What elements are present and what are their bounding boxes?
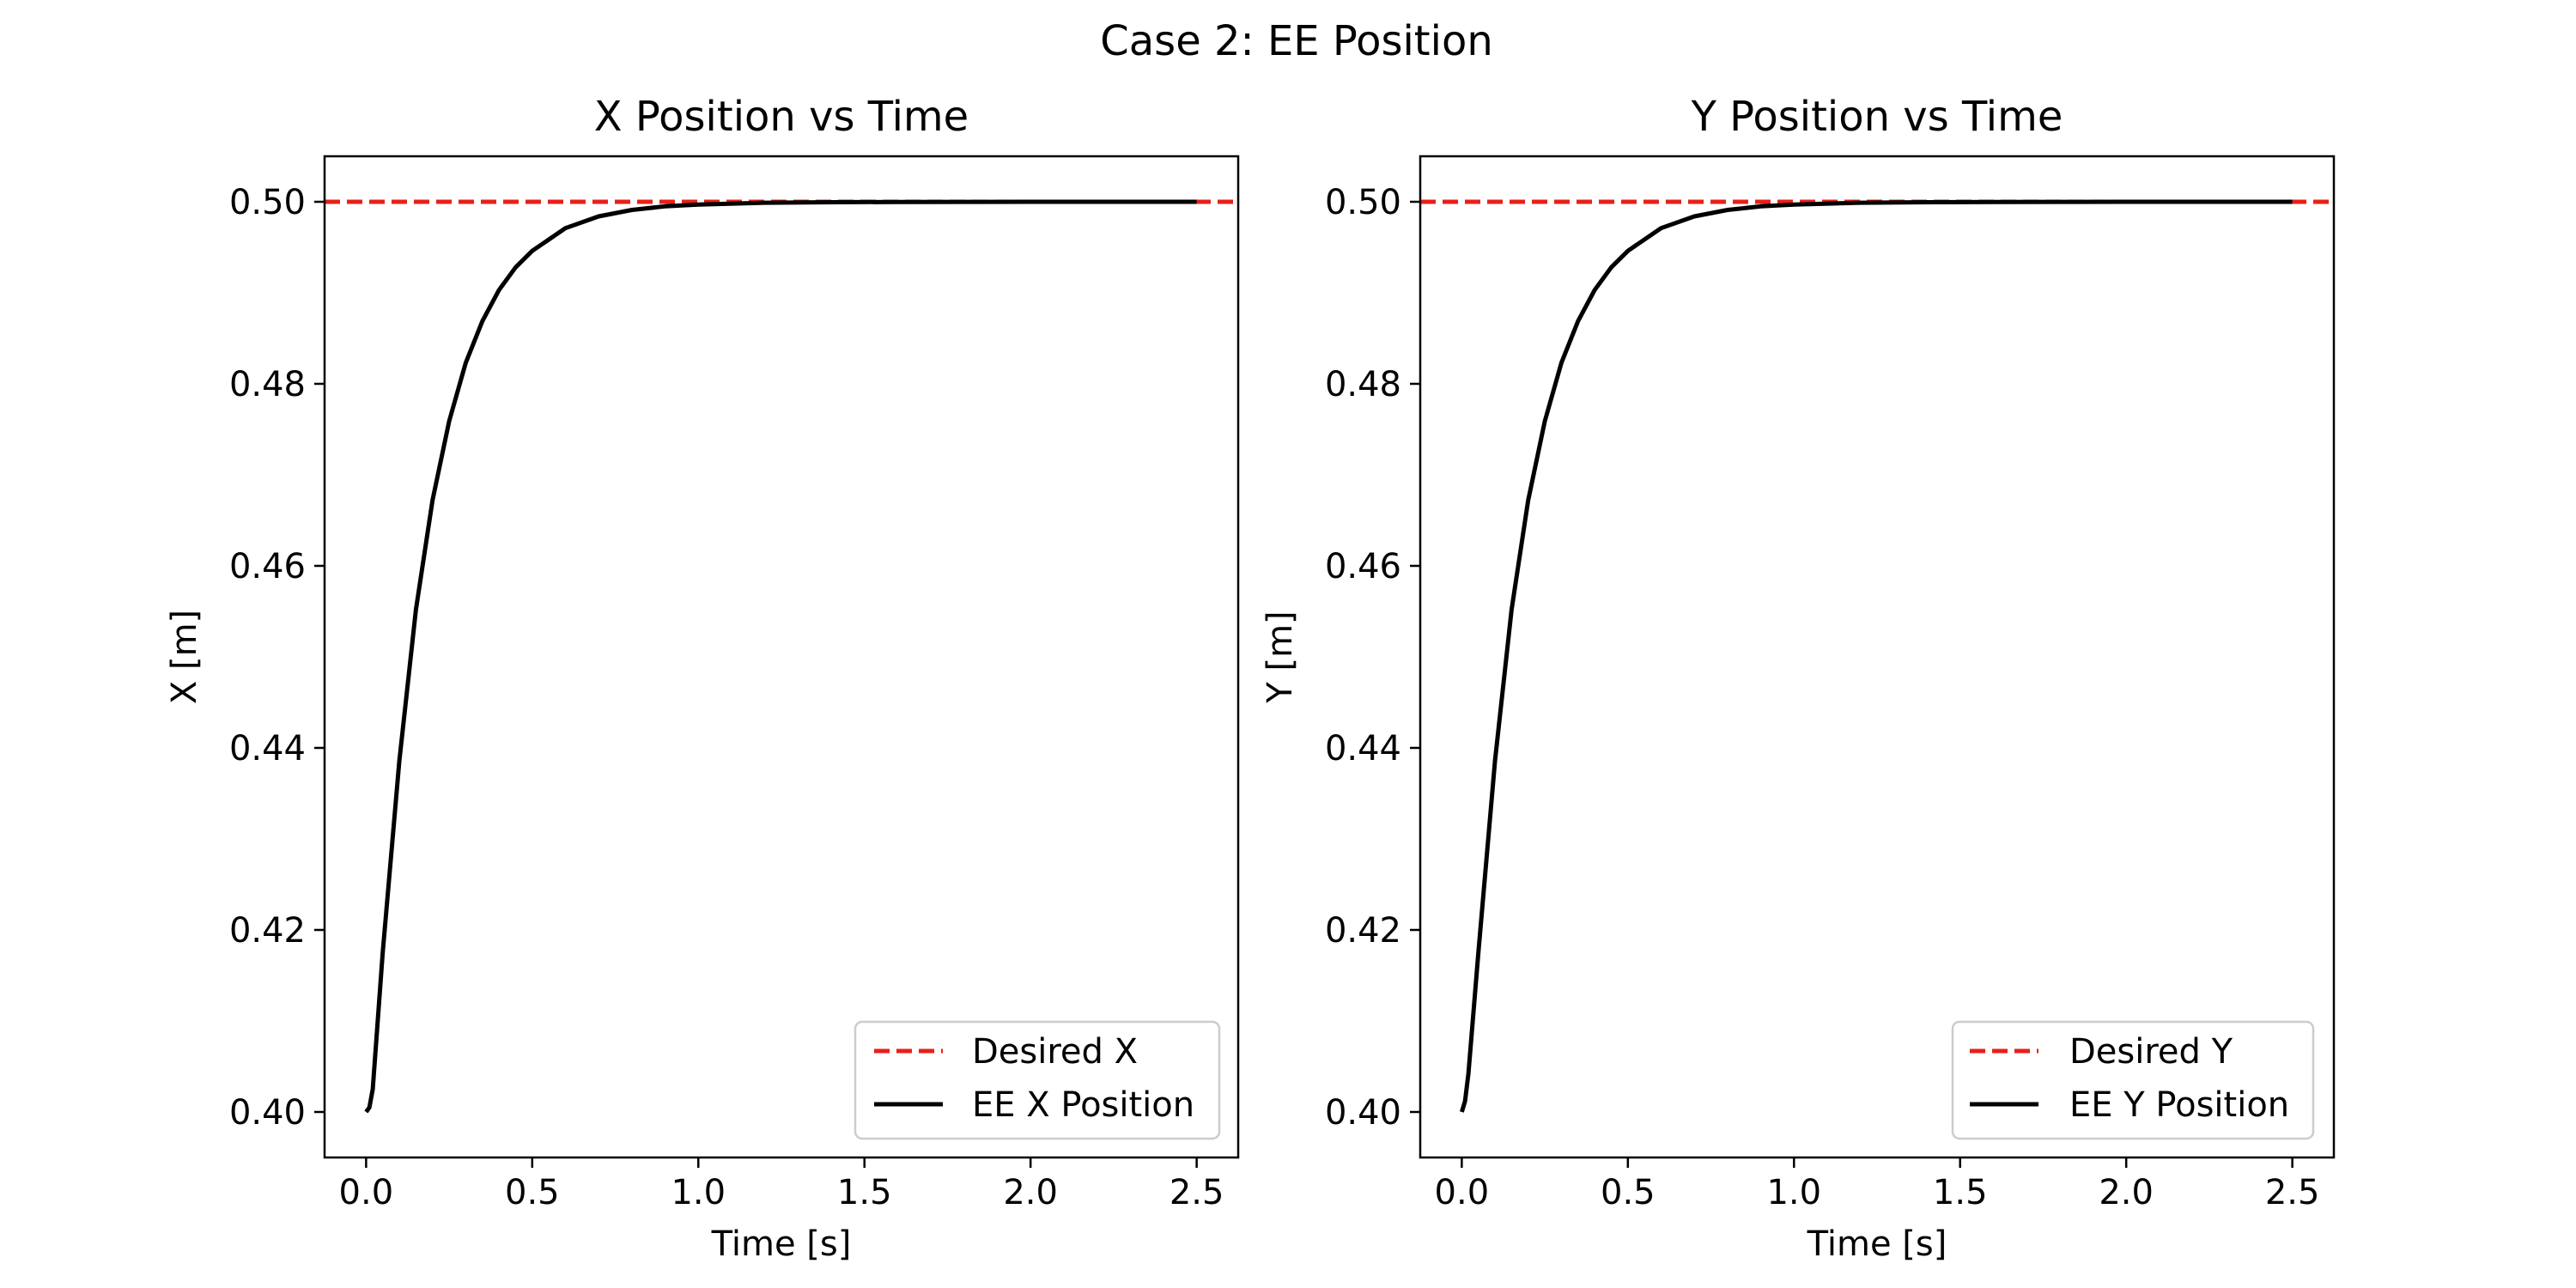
y-tick-label: 0.40 (229, 1093, 306, 1133)
y-axis-label: Y [m] (1261, 611, 1300, 703)
plot-area (1420, 199, 2334, 1113)
x-tick-label: 1.5 (1933, 1173, 1988, 1212)
y-tick-label: 0.46 (229, 547, 306, 586)
y-tick-label: 0.48 (229, 365, 306, 404)
legend-label-actual: EE Y Position (2069, 1085, 2289, 1125)
y-tick-label: 0.42 (229, 911, 306, 951)
legend-frame (1951, 1020, 2315, 1140)
x-tick-label: 2.5 (2265, 1173, 2320, 1212)
legend: Desired X EE X Position (854, 1020, 1221, 1140)
x-tick-label: 2.5 (1170, 1173, 1224, 1212)
x-tick-label: 0.5 (505, 1173, 560, 1212)
x-tick-label: 1.0 (671, 1173, 726, 1212)
x-tick-label: 2.0 (1003, 1173, 1058, 1212)
legend-label-desired: Desired Y (2069, 1032, 2233, 1072)
y-axis-label: X [m] (165, 610, 204, 704)
subplot-x-position: X Position vs Time Time [s] X [m] 0.0 0.5… (165, 93, 1240, 1264)
legend: Desired Y EE Y Position (1951, 1020, 2315, 1140)
x-tick-label: 1.5 (837, 1173, 892, 1212)
y-tick-label: 0.48 (1325, 365, 1401, 404)
y-tick-label: 0.50 (229, 183, 306, 222)
x-axis-label: Time [s] (1807, 1224, 1947, 1264)
subplot-title: Y Position vs Time (1691, 93, 2063, 141)
y-tick-label: 0.42 (1325, 911, 1401, 951)
y-tick-label: 0.40 (1325, 1093, 1401, 1133)
x-tick-label: 1.0 (1766, 1173, 1821, 1212)
subplot-y-position: Y Position vs Time Time [s] Y [m] 0.0 0.5… (1261, 93, 2336, 1264)
x-tick-label: 0.5 (1601, 1173, 1656, 1212)
legend-label-actual: EE X Position (972, 1085, 1194, 1125)
subplot-title: X Position vs Time (594, 93, 969, 141)
figure-suptitle: Case 2: EE Position (1100, 17, 1493, 65)
y-tick-label: 0.50 (1325, 183, 1401, 222)
x-tick-label: 0.0 (1435, 1173, 1490, 1212)
y-tick-label: 0.46 (1325, 547, 1401, 586)
plot-area (325, 199, 1238, 1114)
x-tick-label: 2.0 (2099, 1173, 2154, 1212)
ee-position-line (1460, 199, 2293, 1113)
axes-frame (323, 155, 1240, 1159)
legend-label-desired: Desired X (972, 1032, 1138, 1072)
x-tick-label: 0.0 (339, 1173, 394, 1212)
axis-ticks: 0.0 0.5 1.0 1.5 2.0 2.5 0.40 0.42 0.44 0.46 0.48 0.… (229, 183, 1224, 1212)
ee-position-line (364, 199, 1197, 1114)
axis-ticks: 0.0 0.5 1.0 1.5 2.0 2.5 0.40 0.42 0.44 0.46 0.48 0.… (1325, 183, 2320, 1212)
y-tick-label: 0.44 (1325, 729, 1401, 769)
x-axis-label: Time [s] (711, 1224, 852, 1264)
y-tick-label: 0.44 (229, 729, 306, 769)
legend-frame (854, 1020, 1221, 1140)
axes-frame (1419, 155, 2336, 1159)
